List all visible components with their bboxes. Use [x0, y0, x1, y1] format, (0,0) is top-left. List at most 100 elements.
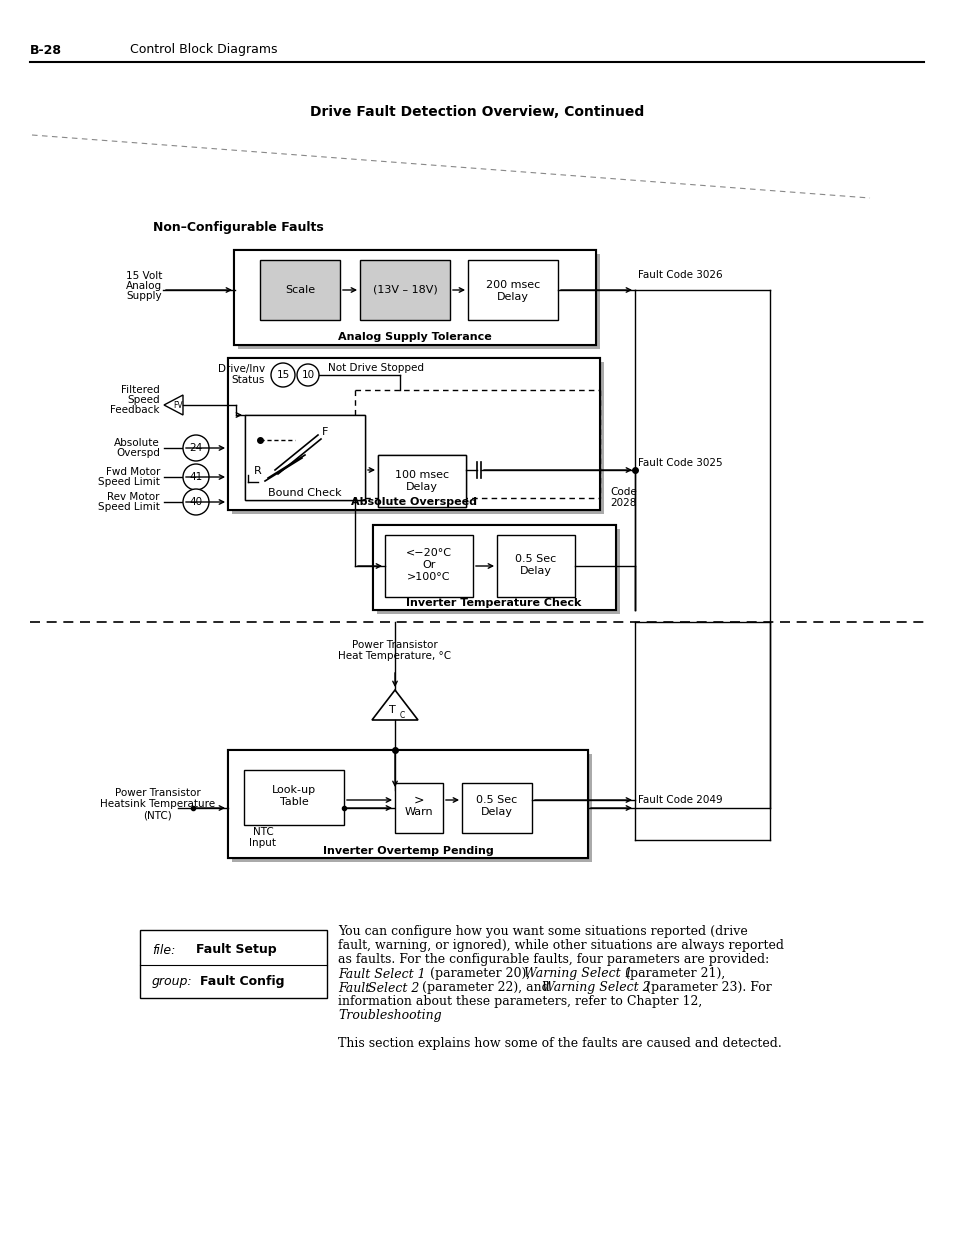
Circle shape	[296, 364, 318, 387]
Text: Drive Fault Detection Overview, Continued: Drive Fault Detection Overview, Continue…	[310, 105, 643, 119]
Text: Delay: Delay	[497, 291, 529, 303]
Text: (parameter 23). For: (parameter 23). For	[641, 982, 771, 994]
Text: Speed Limit: Speed Limit	[98, 501, 160, 513]
Text: 0.5 Sec: 0.5 Sec	[476, 795, 517, 805]
Text: Power Transistor: Power Transistor	[115, 788, 201, 798]
Text: group:: group:	[152, 974, 193, 988]
Bar	[228, 358, 599, 510]
Text: Fault Code 3026: Fault Code 3026	[638, 270, 721, 280]
Text: Fault Code 2049: Fault Code 2049	[638, 795, 721, 805]
Bar	[232, 755, 592, 862]
Bar	[468, 261, 558, 320]
Text: Absolute Overspeed: Absolute Overspeed	[351, 496, 476, 508]
Text: Heatsink Temperature: Heatsink Temperature	[100, 799, 215, 809]
Bar	[461, 783, 532, 832]
Text: >100°C: >100°C	[407, 572, 450, 582]
Text: FV: FV	[173, 400, 183, 410]
Text: R: R	[253, 466, 262, 475]
Circle shape	[183, 435, 209, 461]
Text: Bound Check: Bound Check	[268, 488, 341, 498]
Bar	[377, 454, 465, 508]
Text: (NTC): (NTC)	[144, 810, 172, 820]
Text: 0.5 Sec: 0.5 Sec	[515, 555, 556, 564]
Text: .: .	[434, 1009, 437, 1023]
Circle shape	[183, 464, 209, 490]
Bar	[373, 525, 616, 610]
Text: Table: Table	[279, 797, 308, 806]
Text: fault, warning, or ignored), while other situations are always reported: fault, warning, or ignored), while other…	[337, 940, 783, 952]
Text: <−20°C: <−20°C	[406, 548, 452, 558]
Text: Fwd Motor: Fwd Motor	[106, 467, 160, 477]
Text: (parameter 21),: (parameter 21),	[620, 967, 724, 981]
Bar	[233, 249, 596, 345]
Circle shape	[271, 363, 294, 387]
Text: >: >	[414, 794, 424, 806]
Text: (13V – 18V): (13V – 18V)	[373, 285, 436, 295]
Circle shape	[183, 489, 209, 515]
Bar	[233, 249, 596, 345]
Text: as faults. For the configurable faults, four parameters are provided:: as faults. For the configurable faults, …	[337, 953, 768, 967]
Text: Warn: Warn	[404, 806, 433, 818]
Text: Heat Temperature, °C: Heat Temperature, °C	[338, 651, 451, 661]
Text: You can configure how you want some situations reported (drive: You can configure how you want some situ…	[337, 925, 747, 939]
Text: Analog Supply Tolerance: Analog Supply Tolerance	[337, 332, 492, 342]
Text: 41: 41	[190, 472, 202, 482]
Text: 24: 24	[190, 443, 202, 453]
Text: Code: Code	[609, 487, 636, 496]
Bar	[228, 750, 587, 858]
Bar	[260, 261, 339, 320]
Text: Overspd: Overspd	[116, 448, 160, 458]
Text: Inverter Overtemp Pending: Inverter Overtemp Pending	[322, 846, 493, 856]
Text: 200 msec: 200 msec	[485, 280, 539, 290]
Text: file:: file:	[152, 944, 175, 956]
Text: 2028: 2028	[609, 498, 636, 508]
Text: Rev Motor: Rev Motor	[108, 492, 160, 501]
Text: Delay: Delay	[480, 806, 513, 818]
Text: Warning Select 1: Warning Select 1	[523, 967, 632, 981]
Bar	[140, 930, 327, 998]
Bar	[237, 254, 599, 350]
Text: 10: 10	[301, 370, 314, 380]
Bar	[232, 362, 603, 514]
Text: Not Drive Stopped: Not Drive Stopped	[328, 363, 423, 373]
Text: Fault Config: Fault Config	[200, 974, 284, 988]
Text: Delay: Delay	[406, 482, 437, 492]
Text: Fault: Fault	[337, 982, 370, 994]
Bar	[244, 769, 344, 825]
Bar	[385, 535, 473, 597]
Text: This section explains how some of the faults are caused and detected.: This section explains how some of the fa…	[337, 1037, 781, 1051]
Text: (parameter 20),: (parameter 20),	[426, 967, 534, 981]
Text: Drive/Inv: Drive/Inv	[217, 364, 265, 374]
Text: Power Transistor: Power Transistor	[352, 640, 437, 650]
Text: Speed Limit: Speed Limit	[98, 477, 160, 487]
Text: Delay: Delay	[519, 566, 552, 576]
Bar	[228, 358, 599, 510]
Bar	[377, 454, 465, 508]
Text: T: T	[388, 705, 395, 715]
Bar	[395, 783, 442, 832]
Bar	[497, 535, 575, 597]
Text: Analog: Analog	[126, 282, 162, 291]
Text: 15: 15	[276, 370, 290, 380]
Text: Warning Select 2: Warning Select 2	[541, 982, 650, 994]
Text: NTC: NTC	[253, 827, 274, 837]
Text: Status: Status	[232, 375, 265, 385]
Bar	[373, 525, 616, 610]
Bar	[245, 415, 365, 500]
Text: 15 Volt: 15 Volt	[126, 270, 162, 282]
Text: Fault Code 3025: Fault Code 3025	[638, 458, 721, 468]
Text: Supply: Supply	[126, 291, 162, 301]
Text: Look-up: Look-up	[272, 785, 315, 795]
Text: Scale: Scale	[285, 285, 314, 295]
Text: C: C	[399, 710, 404, 720]
Bar	[359, 261, 450, 320]
Text: (parameter 22), and: (parameter 22), and	[417, 982, 553, 994]
Text: information about these parameters, refer to Chapter 12,: information about these parameters, refe…	[337, 995, 701, 1009]
Text: Non–Configurable Faults: Non–Configurable Faults	[152, 221, 323, 235]
Bar	[228, 750, 587, 858]
Bar	[376, 529, 619, 614]
Bar	[248, 417, 368, 503]
Text: Feedback: Feedback	[111, 405, 160, 415]
Text: Select 2: Select 2	[368, 982, 419, 994]
Text: Speed: Speed	[128, 395, 160, 405]
